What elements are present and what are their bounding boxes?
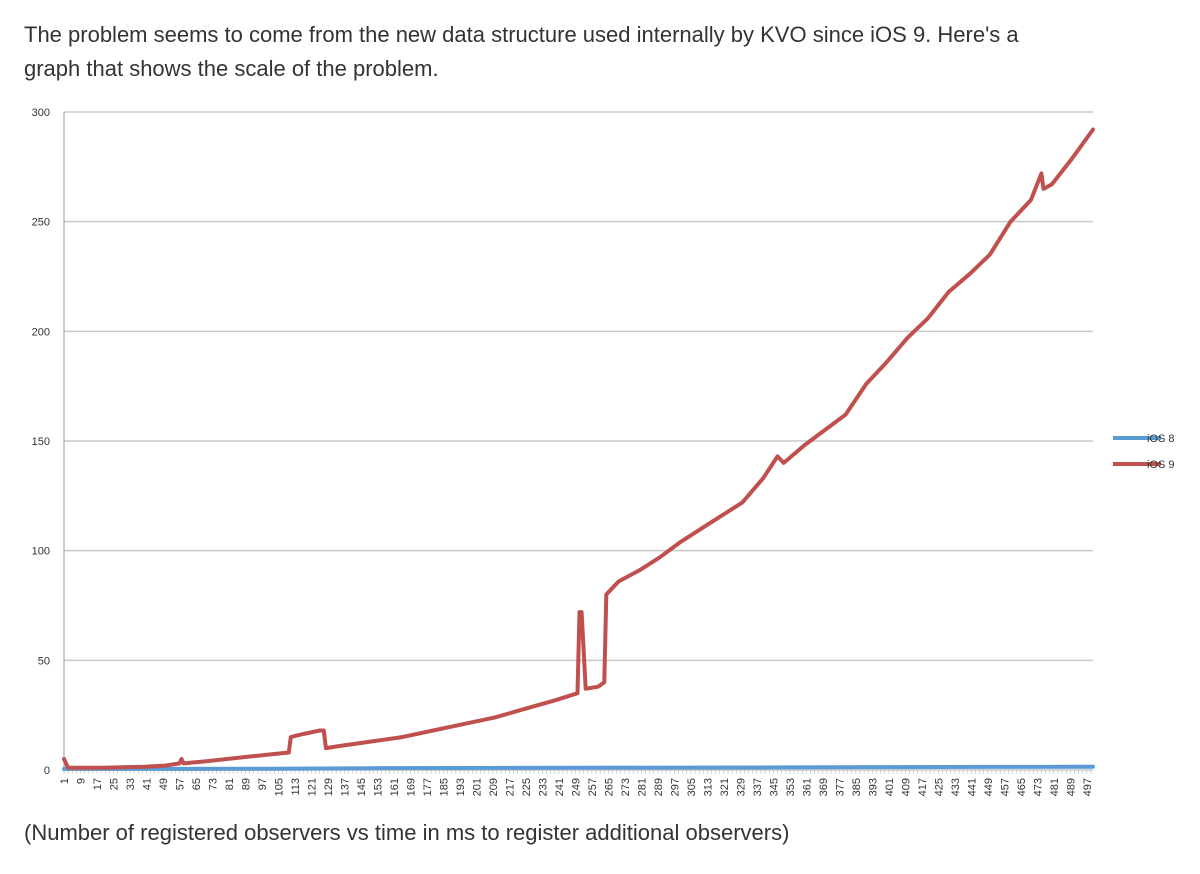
x-tick-label: 377 bbox=[834, 778, 846, 796]
x-tick-label: 17 bbox=[92, 778, 104, 790]
x-tick-label: 497 bbox=[1082, 778, 1094, 796]
legend-label: iOS 9 bbox=[1147, 459, 1175, 471]
x-tick-label: 129 bbox=[323, 778, 335, 796]
x-tick-label: 65 bbox=[191, 778, 203, 790]
x-tick-label: 281 bbox=[636, 778, 648, 796]
x-tick-label: 473 bbox=[1032, 778, 1044, 796]
series-lines bbox=[62, 127, 1095, 771]
x-tick-label: 465 bbox=[1016, 778, 1028, 796]
intro-paragraph: The problem seems to come from the new d… bbox=[24, 18, 1174, 86]
y-axis-ticks: 0 50 100 150 200 250 300 bbox=[32, 107, 50, 777]
x-tick-label: 305 bbox=[686, 778, 698, 796]
x-tick-label: 137 bbox=[339, 778, 351, 796]
x-tick-label: 385 bbox=[851, 778, 863, 796]
x-tick-label: 401 bbox=[884, 778, 896, 796]
x-tick-label: 265 bbox=[603, 778, 615, 796]
x-tick-label: 25 bbox=[108, 778, 120, 790]
x-tick-label: 249 bbox=[570, 778, 582, 796]
x-tick-label: 345 bbox=[768, 778, 780, 796]
x-tick-label: 89 bbox=[240, 778, 252, 790]
y-tick-label: 0 bbox=[44, 765, 50, 777]
x-tick-label: 41 bbox=[141, 778, 153, 790]
x-tick-label: 481 bbox=[1049, 778, 1061, 796]
x-tick-label: 457 bbox=[999, 778, 1011, 796]
legend-label: iOS 8 bbox=[1147, 433, 1175, 445]
x-tick-label: 193 bbox=[455, 778, 467, 796]
x-axis-ticks: 1 9 17 25 33 41 49 57 65 73 81 89 97 105 113 121 129 137 1… bbox=[59, 770, 1094, 796]
x-tick-label: 433 bbox=[950, 778, 962, 796]
x-tick-label: 217 bbox=[504, 778, 516, 796]
x-tick-label: 273 bbox=[620, 778, 632, 796]
x-tick-label: 241 bbox=[554, 778, 566, 796]
x-tick-label: 289 bbox=[653, 778, 665, 796]
x-tick-label: 393 bbox=[867, 778, 879, 796]
x-tick-label: 369 bbox=[818, 778, 830, 796]
x-tick-label: 49 bbox=[158, 778, 170, 790]
x-tick-label: 81 bbox=[224, 778, 236, 790]
chart-caption: (Number of registered observers vs time … bbox=[24, 820, 790, 845]
x-tick-label: 449 bbox=[983, 778, 995, 796]
intro-line-2: graph that shows the scale of the proble… bbox=[24, 56, 439, 81]
x-tick-label: 361 bbox=[801, 778, 813, 796]
x-tick-label: 297 bbox=[669, 778, 681, 796]
x-tick-label: 105 bbox=[273, 778, 285, 796]
x-tick-label: 161 bbox=[389, 778, 401, 796]
x-tick-label: 153 bbox=[372, 778, 384, 796]
legend: iOS 8 iOS 9 bbox=[1113, 433, 1175, 471]
series-line-ios-9 bbox=[62, 127, 1095, 770]
y-tick-label: 50 bbox=[38, 655, 50, 667]
x-tick-label: 225 bbox=[521, 778, 533, 796]
x-tick-label: 321 bbox=[719, 778, 731, 796]
y-tick-label: 250 bbox=[32, 217, 50, 229]
x-tick-label: 145 bbox=[356, 778, 368, 796]
x-tick-label: 313 bbox=[702, 778, 714, 796]
x-tick-label: 353 bbox=[785, 778, 797, 796]
x-tick-label: 441 bbox=[966, 778, 978, 796]
series-line-ios-8 bbox=[62, 764, 1095, 771]
y-tick-label: 200 bbox=[32, 326, 50, 338]
x-tick-label: 57 bbox=[174, 778, 186, 790]
x-tick-label: 201 bbox=[471, 778, 483, 796]
x-tick-label: 337 bbox=[752, 778, 764, 796]
x-tick-label: 33 bbox=[125, 778, 137, 790]
x-tick-label: 425 bbox=[933, 778, 945, 796]
x-tick-label: 177 bbox=[422, 778, 434, 796]
x-tick-label: 233 bbox=[537, 778, 549, 796]
line-chart: 0 50 100 150 200 250 300 1 9 17 25 33 41 49 57 65 73 81 8… bbox=[32, 107, 1175, 796]
x-tick-label: 97 bbox=[257, 778, 269, 790]
x-tick-label: 185 bbox=[438, 778, 450, 796]
x-tick-label: 1 bbox=[59, 778, 71, 784]
intro-line-1: The problem seems to come from the new d… bbox=[24, 22, 1019, 47]
x-tick-label: 409 bbox=[900, 778, 912, 796]
x-tick-label: 73 bbox=[207, 778, 219, 790]
x-tick-label: 113 bbox=[290, 778, 302, 796]
gridlines bbox=[63, 111, 1093, 771]
x-tick-label: 417 bbox=[917, 778, 929, 796]
x-tick-label: 257 bbox=[587, 778, 599, 796]
x-tick-label: 209 bbox=[488, 778, 500, 796]
y-tick-label: 300 bbox=[32, 107, 50, 119]
x-tick-label: 329 bbox=[735, 778, 747, 796]
y-tick-label: 100 bbox=[32, 546, 50, 558]
y-tick-label: 150 bbox=[32, 436, 50, 448]
x-tick-label: 121 bbox=[306, 778, 318, 796]
x-tick-label: 9 bbox=[75, 778, 87, 784]
x-tick-label: 489 bbox=[1065, 778, 1077, 796]
x-tick-label: 169 bbox=[405, 778, 417, 796]
